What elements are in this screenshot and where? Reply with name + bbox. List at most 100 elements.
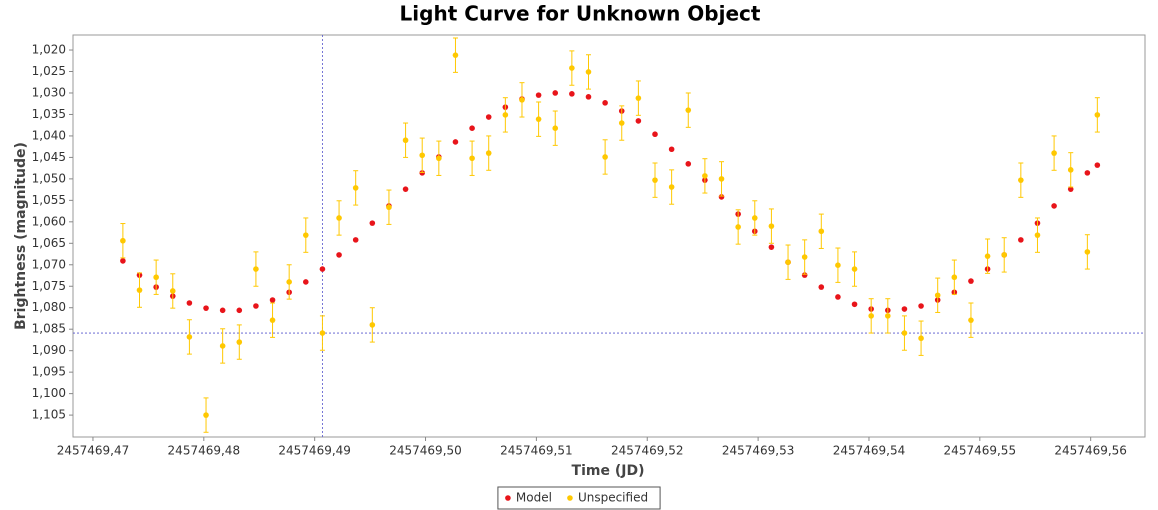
- point: [153, 274, 159, 281]
- point: [120, 237, 126, 244]
- point: [186, 334, 193, 340]
- legend-marker: [567, 495, 573, 501]
- y-tick-label: 1,090: [32, 343, 66, 357]
- point: [136, 287, 143, 293]
- point: [1067, 186, 1074, 192]
- point: [1034, 232, 1041, 238]
- point: [968, 317, 974, 323]
- plot-area: [72, 34, 1146, 438]
- x-tick-label: 2457469,47: [57, 444, 130, 458]
- y-tick-label: 1,055: [32, 193, 66, 207]
- point: [319, 266, 326, 272]
- y-tick-label: 1,080: [32, 300, 66, 314]
- y-tick-label: 1,025: [32, 64, 66, 78]
- point: [984, 253, 991, 259]
- point: [319, 330, 326, 336]
- point: [369, 220, 376, 226]
- point: [868, 313, 874, 319]
- point: [219, 343, 226, 349]
- point: [768, 244, 775, 250]
- legend-label: Model: [516, 491, 552, 505]
- point: [835, 262, 841, 269]
- point: [452, 52, 459, 58]
- point: [219, 307, 226, 314]
- point: [269, 297, 276, 303]
- x-tick-label: 2457469,54: [833, 444, 906, 458]
- y-tick-label: 1,075: [32, 279, 66, 293]
- point: [735, 224, 741, 230]
- point: [169, 288, 176, 294]
- point: [1018, 177, 1024, 183]
- point: [968, 278, 974, 284]
- point: [303, 279, 309, 285]
- point: [1051, 150, 1057, 156]
- point: [569, 91, 575, 97]
- x-tick-label: 2457469,49: [278, 444, 351, 458]
- point: [702, 173, 708, 179]
- point: [535, 116, 542, 122]
- x-axis-label: Time (JD): [572, 463, 645, 479]
- point: [885, 313, 891, 319]
- point: [1067, 167, 1074, 173]
- point: [618, 120, 625, 126]
- y-tick-label: 1,035: [32, 107, 66, 121]
- point: [951, 274, 958, 281]
- point: [419, 152, 426, 159]
- point: [469, 125, 475, 131]
- x-tick-label: 2457469,51: [500, 444, 573, 458]
- point: [253, 303, 259, 309]
- point: [851, 266, 858, 272]
- point: [452, 139, 459, 145]
- y-tick-label: 1,045: [32, 150, 66, 164]
- y-tick-label: 1,065: [32, 236, 66, 250]
- y-tick-label: 1,040: [32, 128, 66, 142]
- point: [253, 266, 259, 272]
- point: [901, 330, 908, 336]
- x-tick-label: 2457469,52: [611, 444, 684, 458]
- point: [352, 185, 359, 191]
- point: [602, 100, 608, 106]
- legend-marker: [505, 495, 511, 501]
- y-tick-label: 1,050: [32, 171, 66, 185]
- point: [203, 305, 209, 311]
- point: [485, 150, 492, 156]
- point: [1084, 249, 1091, 255]
- point: [436, 155, 442, 162]
- point: [369, 322, 376, 328]
- x-tick-label: 2457469,55: [944, 444, 1017, 458]
- point: [552, 90, 559, 96]
- point: [1018, 237, 1024, 243]
- point: [186, 300, 193, 306]
- point: [352, 237, 359, 243]
- point: [652, 177, 658, 183]
- point: [901, 306, 908, 312]
- point: [552, 125, 559, 131]
- point: [768, 223, 775, 229]
- point: [751, 215, 758, 221]
- point: [1084, 170, 1091, 176]
- point: [402, 186, 409, 192]
- x-tick-label: 2457469,56: [1054, 444, 1127, 458]
- point: [685, 107, 692, 113]
- point: [835, 294, 841, 300]
- legend-box: [497, 486, 661, 510]
- point: [1094, 162, 1101, 168]
- point: [120, 258, 126, 264]
- point: [652, 131, 658, 138]
- point: [236, 307, 243, 314]
- point: [469, 155, 475, 162]
- point: [851, 301, 858, 308]
- y-axis-label: Brightness (magnitude): [13, 142, 29, 330]
- y-tick-label: 1,020: [32, 43, 66, 57]
- point: [336, 252, 342, 258]
- point: [519, 97, 525, 103]
- chart-title: Light Curve for Unknown Object: [400, 2, 761, 26]
- point: [386, 204, 392, 211]
- x-tick-label: 2457469,48: [168, 444, 241, 458]
- point: [303, 232, 309, 238]
- point: [635, 95, 642, 101]
- point: [1094, 112, 1101, 118]
- point: [934, 292, 941, 299]
- y-tick-label: 1,070: [32, 257, 66, 271]
- y-tick-label: 1,060: [32, 214, 66, 228]
